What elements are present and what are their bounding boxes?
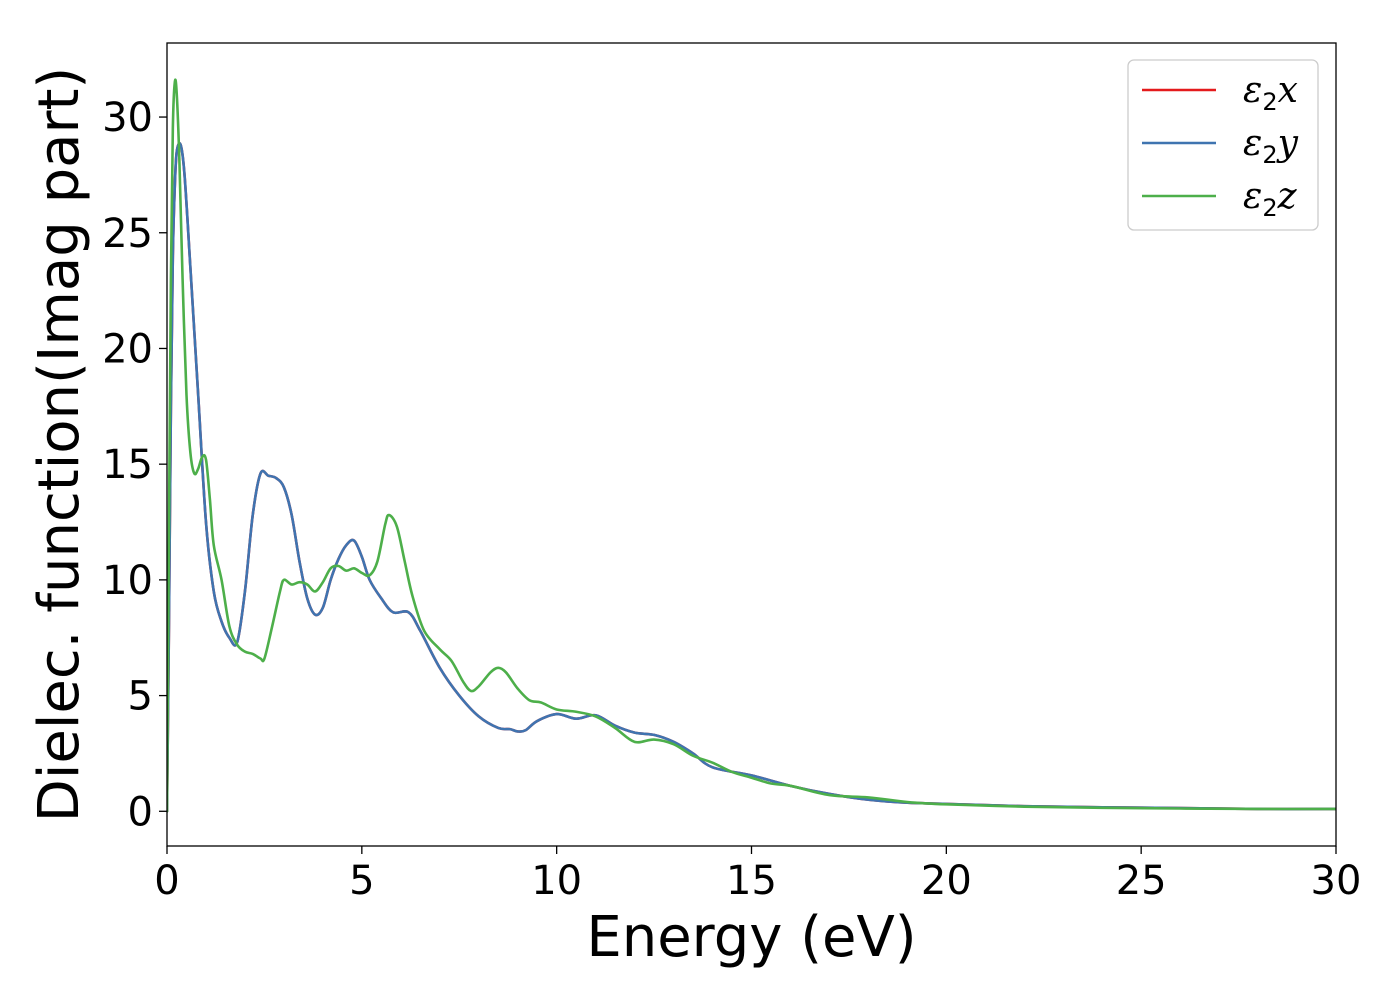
x-axis-label: Energy (eV): [586, 905, 916, 970]
x-tick-label: 5: [349, 858, 374, 904]
legend-box: [1127, 59, 1319, 231]
series-line-y: [167, 141, 1336, 813]
x-tick-label: 10: [531, 858, 582, 904]
legend: ε2x ε2y ε2z: [1127, 59, 1319, 231]
y-tick-label: 25: [102, 211, 153, 257]
x-tick-label: 15: [726, 858, 777, 904]
y-tick-label: 30: [102, 95, 153, 141]
y-tick-label: 0: [128, 789, 153, 835]
y-tick-label: 20: [102, 326, 153, 372]
y-axis-ticks: 0 5 10 15 20 25 30: [102, 95, 167, 835]
series-line-z: [167, 78, 1336, 813]
x-tick-label: 30: [1311, 858, 1362, 904]
y-axis-label: Dielec. function(Imag part): [27, 67, 92, 823]
y-tick-label: 10: [102, 558, 153, 604]
x-tick-label: 25: [1116, 858, 1167, 904]
y-tick-label: 15: [102, 442, 153, 488]
x-tick-label: 0: [154, 858, 179, 904]
legend-label-z: ε2z: [1243, 176, 1298, 222]
y-tick-label: 5: [128, 674, 153, 720]
legend-label-y: ε2y: [1243, 123, 1299, 169]
legend-label-x: ε2x: [1243, 70, 1298, 116]
x-tick-label: 20: [921, 858, 972, 904]
series-layer: [167, 78, 1336, 813]
x-axis-ticks: 0 5 10 15 20 25 30: [154, 846, 1361, 904]
